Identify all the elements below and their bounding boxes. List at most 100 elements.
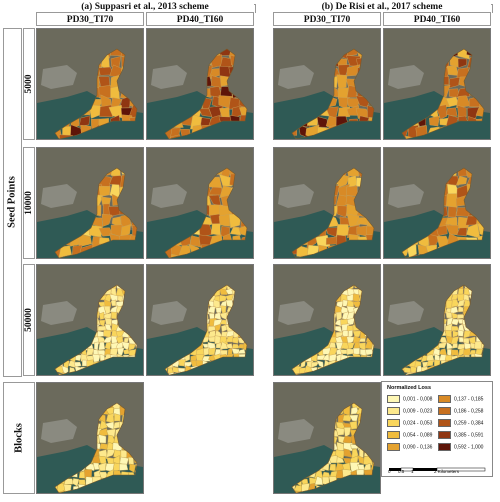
loss-cell (207, 336, 217, 343)
legend-label: 0,385 - 0,591 (454, 432, 484, 439)
map-graphic (274, 265, 380, 375)
scale-label-0: 0 (388, 469, 391, 474)
loss-cell (365, 348, 374, 356)
loss-cell (343, 427, 352, 438)
legend-swatch (438, 395, 451, 403)
loss-cell (105, 413, 115, 424)
loss-cell (178, 359, 186, 367)
col-header-b1: PD30_TI70 (273, 12, 381, 26)
city-outline (54, 167, 138, 258)
loss-cell (310, 361, 320, 368)
loss-cell (336, 74, 348, 90)
loss-cell (117, 347, 125, 356)
map-10000-a-pd30 (36, 147, 144, 259)
loss-cell (328, 353, 337, 362)
loss-cell (450, 349, 459, 356)
loss-cell (78, 115, 91, 127)
loss-cell (438, 342, 447, 349)
legend-item: 0,024 - 0,053 (387, 419, 432, 428)
legend-item: 0,385 - 0,591 (438, 431, 483, 440)
loss-cell (119, 463, 129, 471)
loss-cell (346, 317, 356, 326)
loss-cell (123, 337, 129, 344)
legend-label: 0,001 - 0,008 (403, 396, 433, 403)
loss-cell (103, 312, 112, 320)
loss-cell (101, 213, 112, 227)
loss-cell (450, 306, 459, 315)
loss-cell (328, 341, 336, 350)
row-label-50000: 50000 (24, 308, 34, 332)
map-10000-b-pd30 (273, 147, 381, 259)
col-header-b2: PD40_TI60 (383, 12, 491, 26)
map-5000-b-pd40 (383, 28, 491, 140)
loss-cell (346, 64, 361, 77)
port-area (41, 65, 77, 89)
loss-cell (220, 305, 227, 315)
loss-cell (335, 331, 344, 339)
loss-cell (210, 223, 221, 236)
loss-cell (414, 360, 422, 369)
loss-cell (456, 299, 465, 308)
loss-cell (99, 420, 108, 431)
loss-cell (446, 193, 458, 208)
port-area (388, 184, 424, 208)
port-area (151, 184, 187, 208)
legend-item: 0,001 - 0,008 (387, 395, 432, 404)
loss-cell (172, 366, 179, 373)
legend-label: 0,592 - 1,000 (454, 444, 484, 451)
city-outline (291, 48, 375, 139)
row-label-5000: 5000 (24, 74, 34, 94)
legend-label: 0,054 - 0,089 (403, 432, 433, 439)
loss-cell (231, 343, 240, 349)
loss-cell (345, 185, 358, 197)
loss-cell (232, 336, 239, 344)
legend-swatch (438, 431, 451, 439)
map-5000-b-pd30 (273, 28, 381, 140)
loss-cell (337, 87, 350, 99)
loss-cell (129, 463, 136, 473)
legend-swatch (387, 443, 400, 451)
loss-cell (457, 329, 464, 337)
loss-cell (219, 287, 229, 295)
loss-cell (218, 213, 232, 227)
legend-label: 0,186 - 0,258 (454, 408, 484, 415)
port-area (278, 65, 314, 89)
loss-cell (429, 115, 440, 127)
port-area (151, 65, 187, 89)
map-graphic (384, 29, 490, 139)
loss-cell (452, 330, 460, 338)
loss-cell (444, 323, 453, 333)
legend-label: 0,024 - 0,053 (403, 420, 433, 427)
loss-cell (474, 341, 483, 350)
map-graphic (147, 29, 253, 139)
map-graphic (37, 148, 143, 258)
loss-cell (352, 330, 362, 338)
loss-cell (352, 347, 360, 355)
legend-swatch (438, 407, 451, 415)
city-outline (401, 284, 485, 375)
row-box-50000 (23, 264, 35, 376)
city-outline (54, 284, 138, 375)
loss-cell (367, 105, 374, 119)
map-50000-b-pd40 (383, 264, 491, 376)
legend-swatch (387, 407, 400, 415)
loss-cell (329, 463, 337, 472)
loss-cell (98, 434, 107, 444)
port-area (388, 65, 424, 89)
loss-cell (456, 227, 468, 237)
port-area (151, 301, 187, 325)
loss-cell (335, 311, 342, 321)
loss-cell (446, 107, 458, 117)
map-5000-a-pd30 (36, 28, 144, 140)
loss-cell (207, 306, 216, 314)
loss-cell (103, 305, 111, 315)
map-graphic (274, 383, 380, 493)
port-area (278, 301, 314, 325)
legend-item: 0,054 - 0,089 (387, 431, 432, 440)
loss-cell (78, 233, 92, 248)
loss-cell (75, 354, 83, 361)
city-outline (401, 167, 485, 258)
loss-cell (335, 427, 345, 436)
map-legend: Normalized Loss 0,001 - 0,008 0,009 - 0,0… (381, 381, 493, 477)
map-50000-a-pd40 (146, 264, 254, 376)
